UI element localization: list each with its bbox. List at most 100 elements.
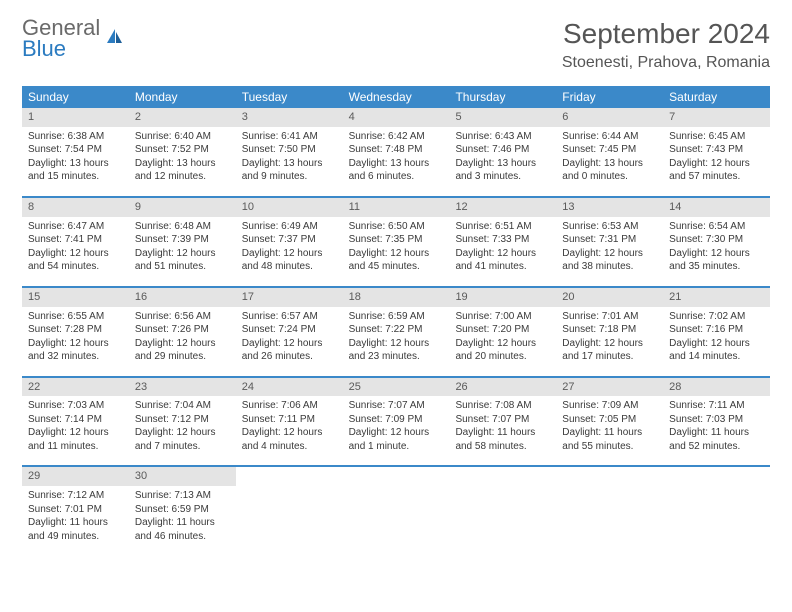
day-info-line: and 20 minutes. <box>455 350 550 364</box>
day-info-line: Daylight: 12 hours <box>562 337 657 351</box>
day-info-line: Daylight: 12 hours <box>135 426 230 440</box>
day-info-line: Sunrise: 6:49 AM <box>242 220 337 234</box>
day-info-line: Sunrise: 7:11 AM <box>669 399 764 413</box>
week-row: 1Sunrise: 6:38 AMSunset: 7:54 PMDaylight… <box>22 108 770 188</box>
day-number: 30 <box>129 467 236 486</box>
day-cell: 9Sunrise: 6:48 AMSunset: 7:39 PMDaylight… <box>129 198 236 278</box>
day-info-line: Daylight: 11 hours <box>28 516 123 530</box>
day-content: Sunrise: 6:53 AMSunset: 7:31 PMDaylight:… <box>556 220 663 274</box>
day-content: Sunrise: 7:07 AMSunset: 7:09 PMDaylight:… <box>343 399 450 453</box>
day-info-line: Sunset: 7:43 PM <box>669 143 764 157</box>
day-info-line: and 45 minutes. <box>349 260 444 274</box>
day-cell: 2Sunrise: 6:40 AMSunset: 7:52 PMDaylight… <box>129 108 236 188</box>
day-info-line: and 46 minutes. <box>135 530 230 544</box>
day-info-line: Sunrise: 6:48 AM <box>135 220 230 234</box>
day-info-line: Daylight: 12 hours <box>242 426 337 440</box>
day-content: Sunrise: 6:55 AMSunset: 7:28 PMDaylight:… <box>22 310 129 364</box>
day-content: Sunrise: 6:38 AMSunset: 7:54 PMDaylight:… <box>22 130 129 184</box>
day-number: 27 <box>556 378 663 397</box>
day-info-line: Daylight: 12 hours <box>28 247 123 261</box>
day-info-line: Sunrise: 7:07 AM <box>349 399 444 413</box>
day-cell <box>556 467 663 547</box>
day-info-line: Sunset: 7:18 PM <box>562 323 657 337</box>
day-number: 26 <box>449 378 556 397</box>
day-cell: 13Sunrise: 6:53 AMSunset: 7:31 PMDayligh… <box>556 198 663 278</box>
day-cell: 17Sunrise: 6:57 AMSunset: 7:24 PMDayligh… <box>236 288 343 368</box>
day-info-line: Daylight: 12 hours <box>562 247 657 261</box>
day-cell: 10Sunrise: 6:49 AMSunset: 7:37 PMDayligh… <box>236 198 343 278</box>
day-info-line: Daylight: 11 hours <box>669 426 764 440</box>
day-info-line: Sunrise: 7:08 AM <box>455 399 550 413</box>
day-content: Sunrise: 6:54 AMSunset: 7:30 PMDaylight:… <box>663 220 770 274</box>
day-number: 16 <box>129 288 236 307</box>
day-cell: 12Sunrise: 6:51 AMSunset: 7:33 PMDayligh… <box>449 198 556 278</box>
day-info-line: Daylight: 12 hours <box>242 247 337 261</box>
day-content: Sunrise: 6:44 AMSunset: 7:45 PMDaylight:… <box>556 130 663 184</box>
weeks: 1Sunrise: 6:38 AMSunset: 7:54 PMDaylight… <box>22 108 770 547</box>
day-cell <box>663 467 770 547</box>
day-info-line: and 54 minutes. <box>28 260 123 274</box>
day-info-line: and 17 minutes. <box>562 350 657 364</box>
day-cell: 19Sunrise: 7:00 AMSunset: 7:20 PMDayligh… <box>449 288 556 368</box>
week-row: 8Sunrise: 6:47 AMSunset: 7:41 PMDaylight… <box>22 196 770 278</box>
day-info-line: and 0 minutes. <box>562 170 657 184</box>
day-content: Sunrise: 6:45 AMSunset: 7:43 PMDaylight:… <box>663 130 770 184</box>
day-info-line: Sunrise: 6:54 AM <box>669 220 764 234</box>
day-info-line: Sunrise: 7:12 AM <box>28 489 123 503</box>
day-cell: 29Sunrise: 7:12 AMSunset: 7:01 PMDayligh… <box>22 467 129 547</box>
day-info-line: Sunrise: 6:38 AM <box>28 130 123 144</box>
calendar: SundayMondayTuesdayWednesdayThursdayFrid… <box>22 86 770 547</box>
day-info-line: Sunset: 7:05 PM <box>562 413 657 427</box>
day-info-line: Sunrise: 6:50 AM <box>349 220 444 234</box>
day-number: 10 <box>236 198 343 217</box>
day-number: 8 <box>22 198 129 217</box>
day-info-line: and 32 minutes. <box>28 350 123 364</box>
day-content: Sunrise: 7:09 AMSunset: 7:05 PMDaylight:… <box>556 399 663 453</box>
day-info-line: Sunrise: 7:03 AM <box>28 399 123 413</box>
day-info-line: Sunrise: 6:45 AM <box>669 130 764 144</box>
weekday-header: Saturday <box>663 86 770 108</box>
day-cell: 7Sunrise: 6:45 AMSunset: 7:43 PMDaylight… <box>663 108 770 188</box>
day-info-line: Daylight: 11 hours <box>455 426 550 440</box>
day-cell: 30Sunrise: 7:13 AMSunset: 6:59 PMDayligh… <box>129 467 236 547</box>
day-cell: 21Sunrise: 7:02 AMSunset: 7:16 PMDayligh… <box>663 288 770 368</box>
day-cell: 23 Sunrise: 7:04 AMSunset: 7:12 PMDayligh… <box>129 378 236 458</box>
day-number: 19 <box>449 288 556 307</box>
day-number: 23 <box>129 378 236 397</box>
sail-icon <box>105 27 125 52</box>
day-info-line: Daylight: 13 hours <box>135 157 230 171</box>
title-block: September 2024 Stoenesti, Prahova, Roman… <box>562 18 770 72</box>
day-content: Sunrise: 6:40 AMSunset: 7:52 PMDaylight:… <box>129 130 236 184</box>
day-info-line: Sunrise: 6:47 AM <box>28 220 123 234</box>
day-cell: 14Sunrise: 6:54 AMSunset: 7:30 PMDayligh… <box>663 198 770 278</box>
day-number: 22 <box>22 378 129 397</box>
day-number: 12 <box>449 198 556 217</box>
day-info-line: Sunset: 7:31 PM <box>562 233 657 247</box>
day-cell <box>343 467 450 547</box>
day-info-line: and 55 minutes. <box>562 440 657 454</box>
day-info-line: Sunrise: 7:01 AM <box>562 310 657 324</box>
day-content: Sunrise: 7:01 AMSunset: 7:18 PMDaylight:… <box>556 310 663 364</box>
day-content: Sunrise: 7:02 AMSunset: 7:16 PMDaylight:… <box>663 310 770 364</box>
day-info-line: and 7 minutes. <box>135 440 230 454</box>
day-number: 24 <box>236 378 343 397</box>
day-info-line: and 29 minutes. <box>135 350 230 364</box>
day-info-line: and 23 minutes. <box>349 350 444 364</box>
day-cell: 11Sunrise: 6:50 AMSunset: 7:35 PMDayligh… <box>343 198 450 278</box>
day-info-line: Sunrise: 7:09 AM <box>562 399 657 413</box>
day-info-line: and 41 minutes. <box>455 260 550 274</box>
day-info-line: Daylight: 13 hours <box>455 157 550 171</box>
day-info-line: Sunrise: 7:04 AM <box>135 399 230 413</box>
day-info-line: and 49 minutes. <box>28 530 123 544</box>
day-cell: 20Sunrise: 7:01 AMSunset: 7:18 PMDayligh… <box>556 288 663 368</box>
day-content: Sunrise: 6:57 AMSunset: 7:24 PMDaylight:… <box>236 310 343 364</box>
day-info-line: Sunrise: 6:55 AM <box>28 310 123 324</box>
day-info-line: Daylight: 13 hours <box>242 157 337 171</box>
weekday-header: Sunday <box>22 86 129 108</box>
day-info-line: Sunset: 7:48 PM <box>349 143 444 157</box>
day-info-line: Sunset: 7:12 PM <box>135 413 230 427</box>
day-info-line: and 9 minutes. <box>242 170 337 184</box>
day-content: Sunrise: 6:48 AMSunset: 7:39 PMDaylight:… <box>129 220 236 274</box>
day-cell: 6Sunrise: 6:44 AMSunset: 7:45 PMDaylight… <box>556 108 663 188</box>
day-info-line: Sunset: 7:09 PM <box>349 413 444 427</box>
